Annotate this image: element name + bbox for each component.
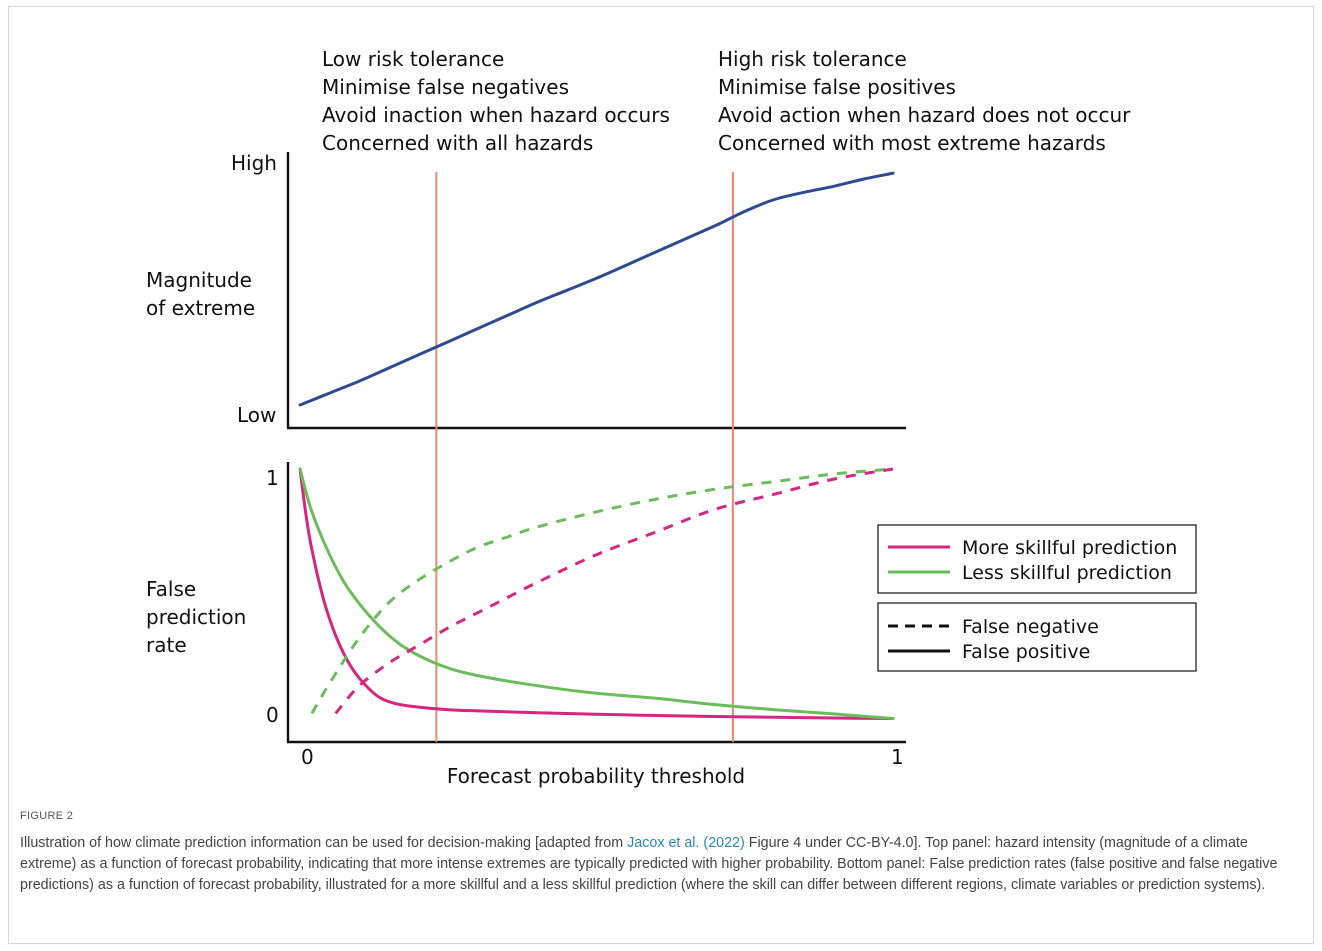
- annotation-right-2: Minimise false positives: [718, 75, 956, 99]
- bottom-ylabel-line-1: False: [146, 577, 196, 601]
- x-tick-0: 0: [301, 745, 314, 769]
- bottom-ylabel-line-3: rate: [146, 633, 187, 657]
- less-skillful-false-positive-line: [298, 467, 895, 720]
- more-skillful-false-positive-line: [298, 467, 895, 720]
- legend-type: False negative False positive: [877, 602, 1197, 672]
- annotation-left-2: Minimise false negatives: [322, 75, 569, 99]
- top-ylabel-line-2: of extreme: [146, 296, 255, 320]
- legend-false-negative-label: False negative: [962, 616, 1099, 638]
- bottom-ylabel-line-2: prediction: [146, 605, 246, 629]
- annotation-left-3: Avoid inaction when hazard occurs: [322, 103, 670, 127]
- legend-type-box: [877, 602, 1197, 672]
- top-ylabel-line-1: Magnitude: [146, 268, 252, 292]
- top-y-tick-low: Low: [237, 403, 276, 427]
- magnitude-line: [298, 171, 895, 407]
- annotation-left-4: Concerned with all hazards: [322, 131, 593, 155]
- legend-false-positive-label: False positive: [962, 641, 1090, 663]
- annotation-right-1: High risk tolerance: [718, 47, 907, 71]
- more-skillful-false-negative-line: [334, 467, 894, 715]
- x-axis-label: Forecast probability threshold: [447, 764, 745, 788]
- bottom-y-tick-0: 0: [266, 703, 279, 727]
- caption-text-end: Figure 4 under CC-BY-4.0]. Top panel: ha…: [20, 835, 1278, 893]
- figure-caption: Illustration of how climate prediction i…: [20, 833, 1300, 896]
- top-y-tick-high: High: [231, 151, 277, 175]
- annotation-right-4: Concerned with most extreme hazards: [718, 131, 1106, 155]
- citation-link[interactable]: Jacox et al. (2022): [627, 835, 745, 851]
- legend-more-skillful-label: More skillful prediction: [962, 537, 1177, 559]
- annotation-right-3: Avoid action when hazard does not occur: [718, 103, 1131, 127]
- caption-text-start: Illustration of how climate prediction i…: [20, 835, 628, 851]
- legend-skill: More skillful prediction Less skillful p…: [877, 524, 1197, 594]
- plot-layer: [298, 171, 895, 742]
- legend-less-skillful-label: Less skillful prediction: [962, 562, 1172, 584]
- figure-label: FIGURE 2: [20, 810, 74, 822]
- bottom-y-tick-1: 1: [266, 466, 279, 490]
- figure-frame: [8, 6, 1314, 944]
- less-skillful-false-negative-line: [310, 467, 894, 715]
- annotation-left-1: Low risk tolerance: [322, 47, 504, 71]
- legend-skill-box: [877, 524, 1197, 594]
- x-tick-1: 1: [891, 745, 904, 769]
- figure-chart: Low risk tolerance Minimise false negati…: [146, 47, 1197, 788]
